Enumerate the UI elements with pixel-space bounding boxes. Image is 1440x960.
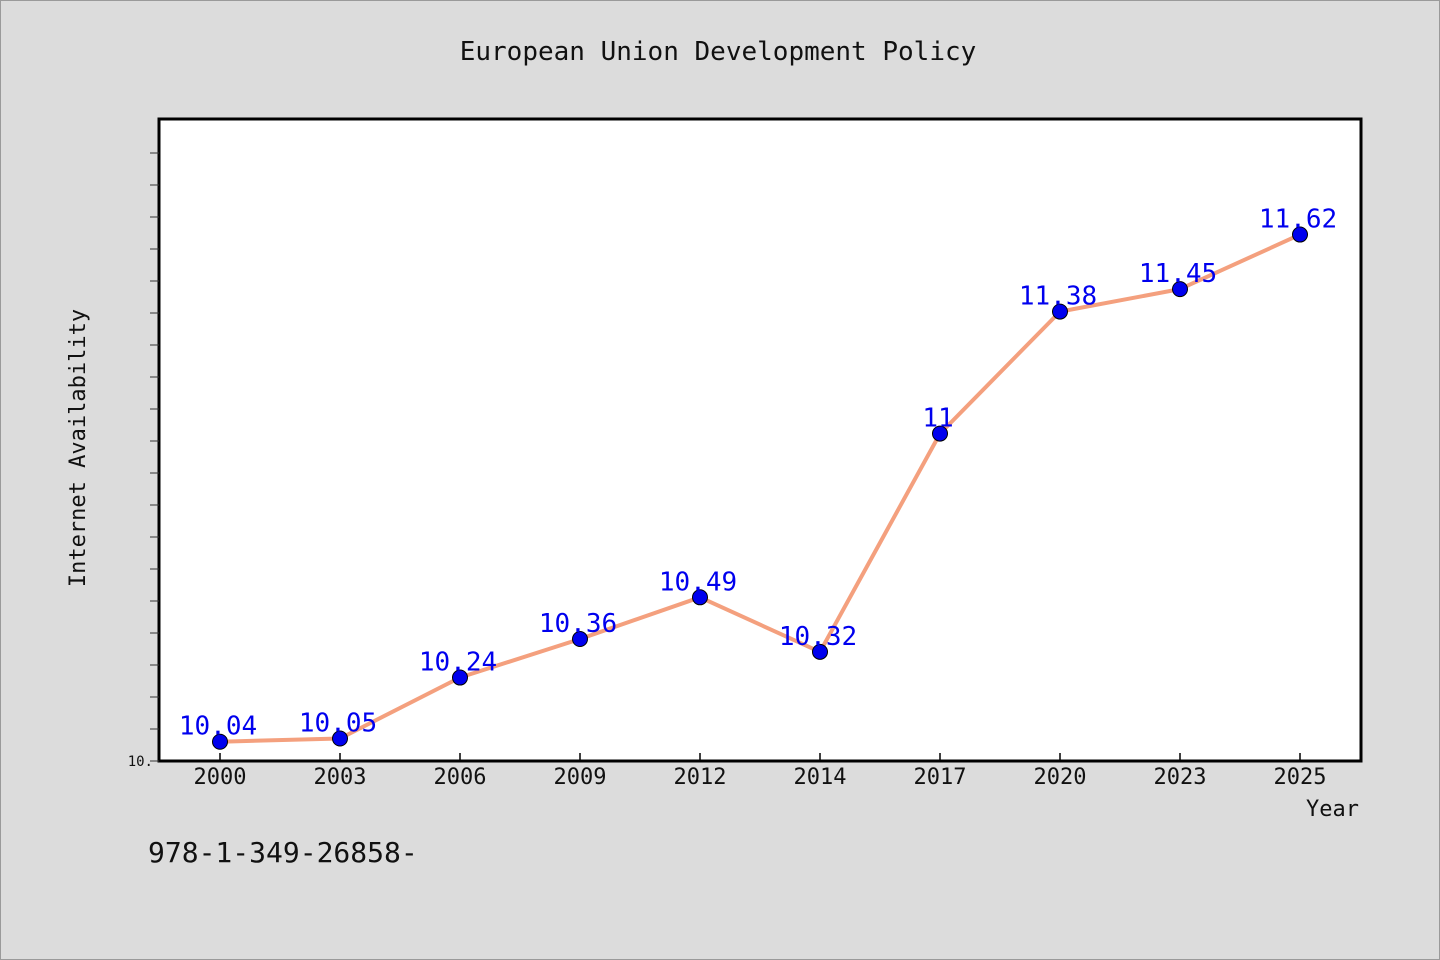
- data-labels: 10.04 10.05 10.24 10.36 10.49 10.32 11 11.38 11.…: [179, 205, 1337, 742]
- x-tick-label: 2020: [1034, 765, 1087, 790]
- x-tick-label: 2000: [194, 765, 247, 790]
- footnote-text: 978-1-349-26858-: [148, 836, 418, 869]
- series-line: [219, 232, 1301, 744]
- x-tick-label: 2023: [1154, 765, 1207, 790]
- plot-area: [157, 117, 1363, 763]
- data-label: 11: [922, 404, 953, 434]
- data-label: 10.49: [659, 567, 737, 597]
- x-tick-label: 2012: [674, 765, 727, 790]
- data-point: [452, 669, 468, 686]
- data-point: [692, 589, 708, 606]
- data-point: [1292, 226, 1308, 243]
- y-axis-ticks: 10.: [128, 152, 159, 770]
- data-points: [212, 226, 1308, 750]
- x-tick-label: 2003: [314, 765, 367, 790]
- data-point: [1172, 281, 1188, 298]
- data-point: [1052, 303, 1068, 320]
- data-label: 11.38: [1019, 282, 1097, 312]
- x-tick-label: 2014: [794, 765, 847, 790]
- x-tick-label: 2006: [434, 765, 487, 790]
- data-label: 10.36: [539, 609, 617, 639]
- data-point: [212, 733, 228, 750]
- data-label: 10.04: [179, 712, 257, 742]
- data-point: [332, 730, 348, 747]
- x-tick-label: 2017: [914, 765, 967, 790]
- y-tick-label: 10.: [128, 754, 153, 770]
- data-label: 11.45: [1139, 259, 1217, 289]
- data-point: [932, 425, 948, 442]
- data-label: 10.24: [419, 648, 497, 678]
- chart-title: European Union Development Policy: [460, 37, 977, 67]
- x-tick-label: 2025: [1274, 765, 1327, 790]
- data-label: 11.62: [1259, 205, 1337, 235]
- data-label: 10.32: [779, 622, 857, 652]
- x-tick-label: 2009: [554, 765, 607, 790]
- series-line-group: [219, 232, 1301, 744]
- y-axis-label: Internet Availability: [66, 309, 91, 587]
- data-point: [812, 643, 828, 660]
- data-label: 10.05: [299, 709, 377, 739]
- x-axis-label: Year: [1306, 797, 1359, 822]
- data-point: [572, 631, 588, 648]
- x-axis-ticks: 2000 2003 2006 2009 2012 2014 2017 2020 2023 2025: [194, 753, 1327, 790]
